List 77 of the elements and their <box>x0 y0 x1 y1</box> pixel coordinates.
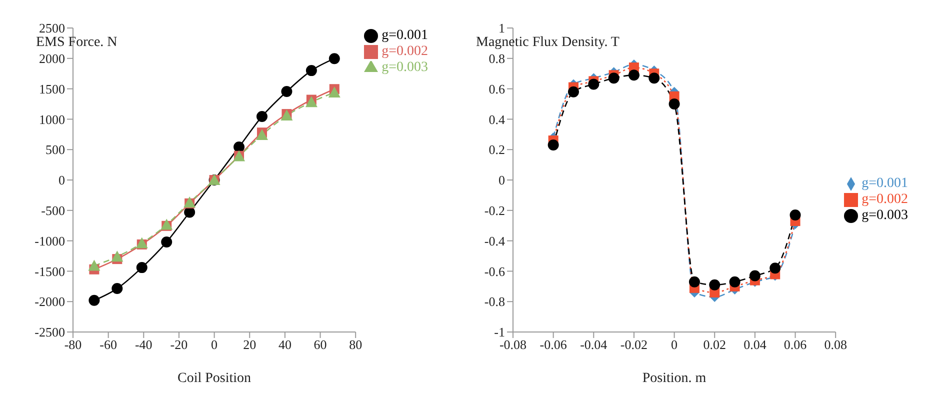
x-tick-label: 0 <box>211 337 218 352</box>
point <box>161 236 172 248</box>
y-tick-label: 1 <box>498 20 505 36</box>
point <box>111 250 124 262</box>
point <box>688 276 700 288</box>
point <box>668 98 680 110</box>
point <box>608 72 620 84</box>
point <box>648 72 660 84</box>
x-tick-label: -0.08 <box>499 337 527 352</box>
point <box>729 276 740 288</box>
x-tick-label: 40 <box>278 337 292 352</box>
x-tick-label: 0.04 <box>744 337 767 352</box>
x-tick-label: 0.08 <box>824 337 847 352</box>
x-tick-label: -20 <box>170 337 188 352</box>
y-tick-label: -1 <box>494 324 505 340</box>
legend-label: g=0.003 <box>382 60 428 75</box>
x-tick-label: -40 <box>134 337 152 352</box>
x-tick-label: 60 <box>314 337 327 352</box>
x-tick-label: -0.06 <box>540 337 568 352</box>
y-axis-title: EMS Force. N <box>36 34 118 50</box>
y-axis-title: Magnetic Flux Density. T <box>476 34 620 50</box>
y-tick-label: 1000 <box>39 112 65 127</box>
x-tick-label: -0.02 <box>620 337 648 352</box>
x-tick-label: -80 <box>64 337 82 352</box>
point <box>770 262 781 274</box>
y-tick-label: -500 <box>41 203 65 218</box>
x-tick-label: 0.06 <box>784 337 808 352</box>
y-tick-label: 2500 <box>39 20 65 36</box>
point <box>88 260 100 271</box>
y-tick-label: 0.8 <box>488 51 505 66</box>
y-tick-label: 0.6 <box>488 81 506 96</box>
point <box>790 209 801 220</box>
x-tick-label: 0.02 <box>703 337 726 352</box>
point <box>256 110 268 122</box>
point <box>588 78 600 90</box>
point <box>328 53 340 64</box>
y-tick-label: 0.2 <box>488 142 505 158</box>
point <box>112 283 123 294</box>
point <box>281 86 292 98</box>
point <box>306 65 317 76</box>
y-tick-label: -0.6 <box>484 264 506 279</box>
y-tick-label: 0.4 <box>488 112 506 127</box>
x-tick-label: -0.04 <box>580 337 608 352</box>
y-tick-label: 1500 <box>39 81 65 96</box>
y-tick-label: 0 <box>498 172 505 188</box>
legend-label: g=0.001 <box>862 176 908 191</box>
y-tick-label: -2000 <box>34 294 65 310</box>
point <box>628 70 640 81</box>
point <box>568 86 579 98</box>
legend-label: g=0.001 <box>382 28 428 43</box>
x-tick-label: 0 <box>671 337 678 352</box>
point <box>184 206 196 218</box>
y-tick-label: -0.2 <box>484 203 505 218</box>
point <box>709 279 720 290</box>
legend-label: g=0.002 <box>382 44 428 59</box>
point <box>256 129 268 140</box>
x-tick-label: -60 <box>100 337 117 352</box>
y-tick-label: -2500 <box>34 324 65 340</box>
legend-label: g=0.002 <box>862 192 908 207</box>
y-tick-label: -0.4 <box>484 233 506 248</box>
x-axis-title: Coil Position <box>178 371 252 386</box>
legend-label: g=0.003 <box>862 208 908 223</box>
point <box>328 86 340 98</box>
y-tick-label: 500 <box>46 142 65 158</box>
y-tick-label: 0 <box>58 172 65 188</box>
x-tick-label: 80 <box>349 337 362 352</box>
point <box>749 270 760 282</box>
point <box>136 262 148 274</box>
x-axis-title: Position. m <box>642 371 706 386</box>
point <box>88 294 100 306</box>
y-tick-label: 2000 <box>39 51 65 66</box>
point <box>305 96 318 108</box>
y-tick-label: -1500 <box>34 264 65 279</box>
point <box>548 140 559 151</box>
x-tick-label: 20 <box>243 337 256 352</box>
y-tick-label: -0.8 <box>484 294 505 310</box>
y-tick-label: -1000 <box>34 233 65 248</box>
